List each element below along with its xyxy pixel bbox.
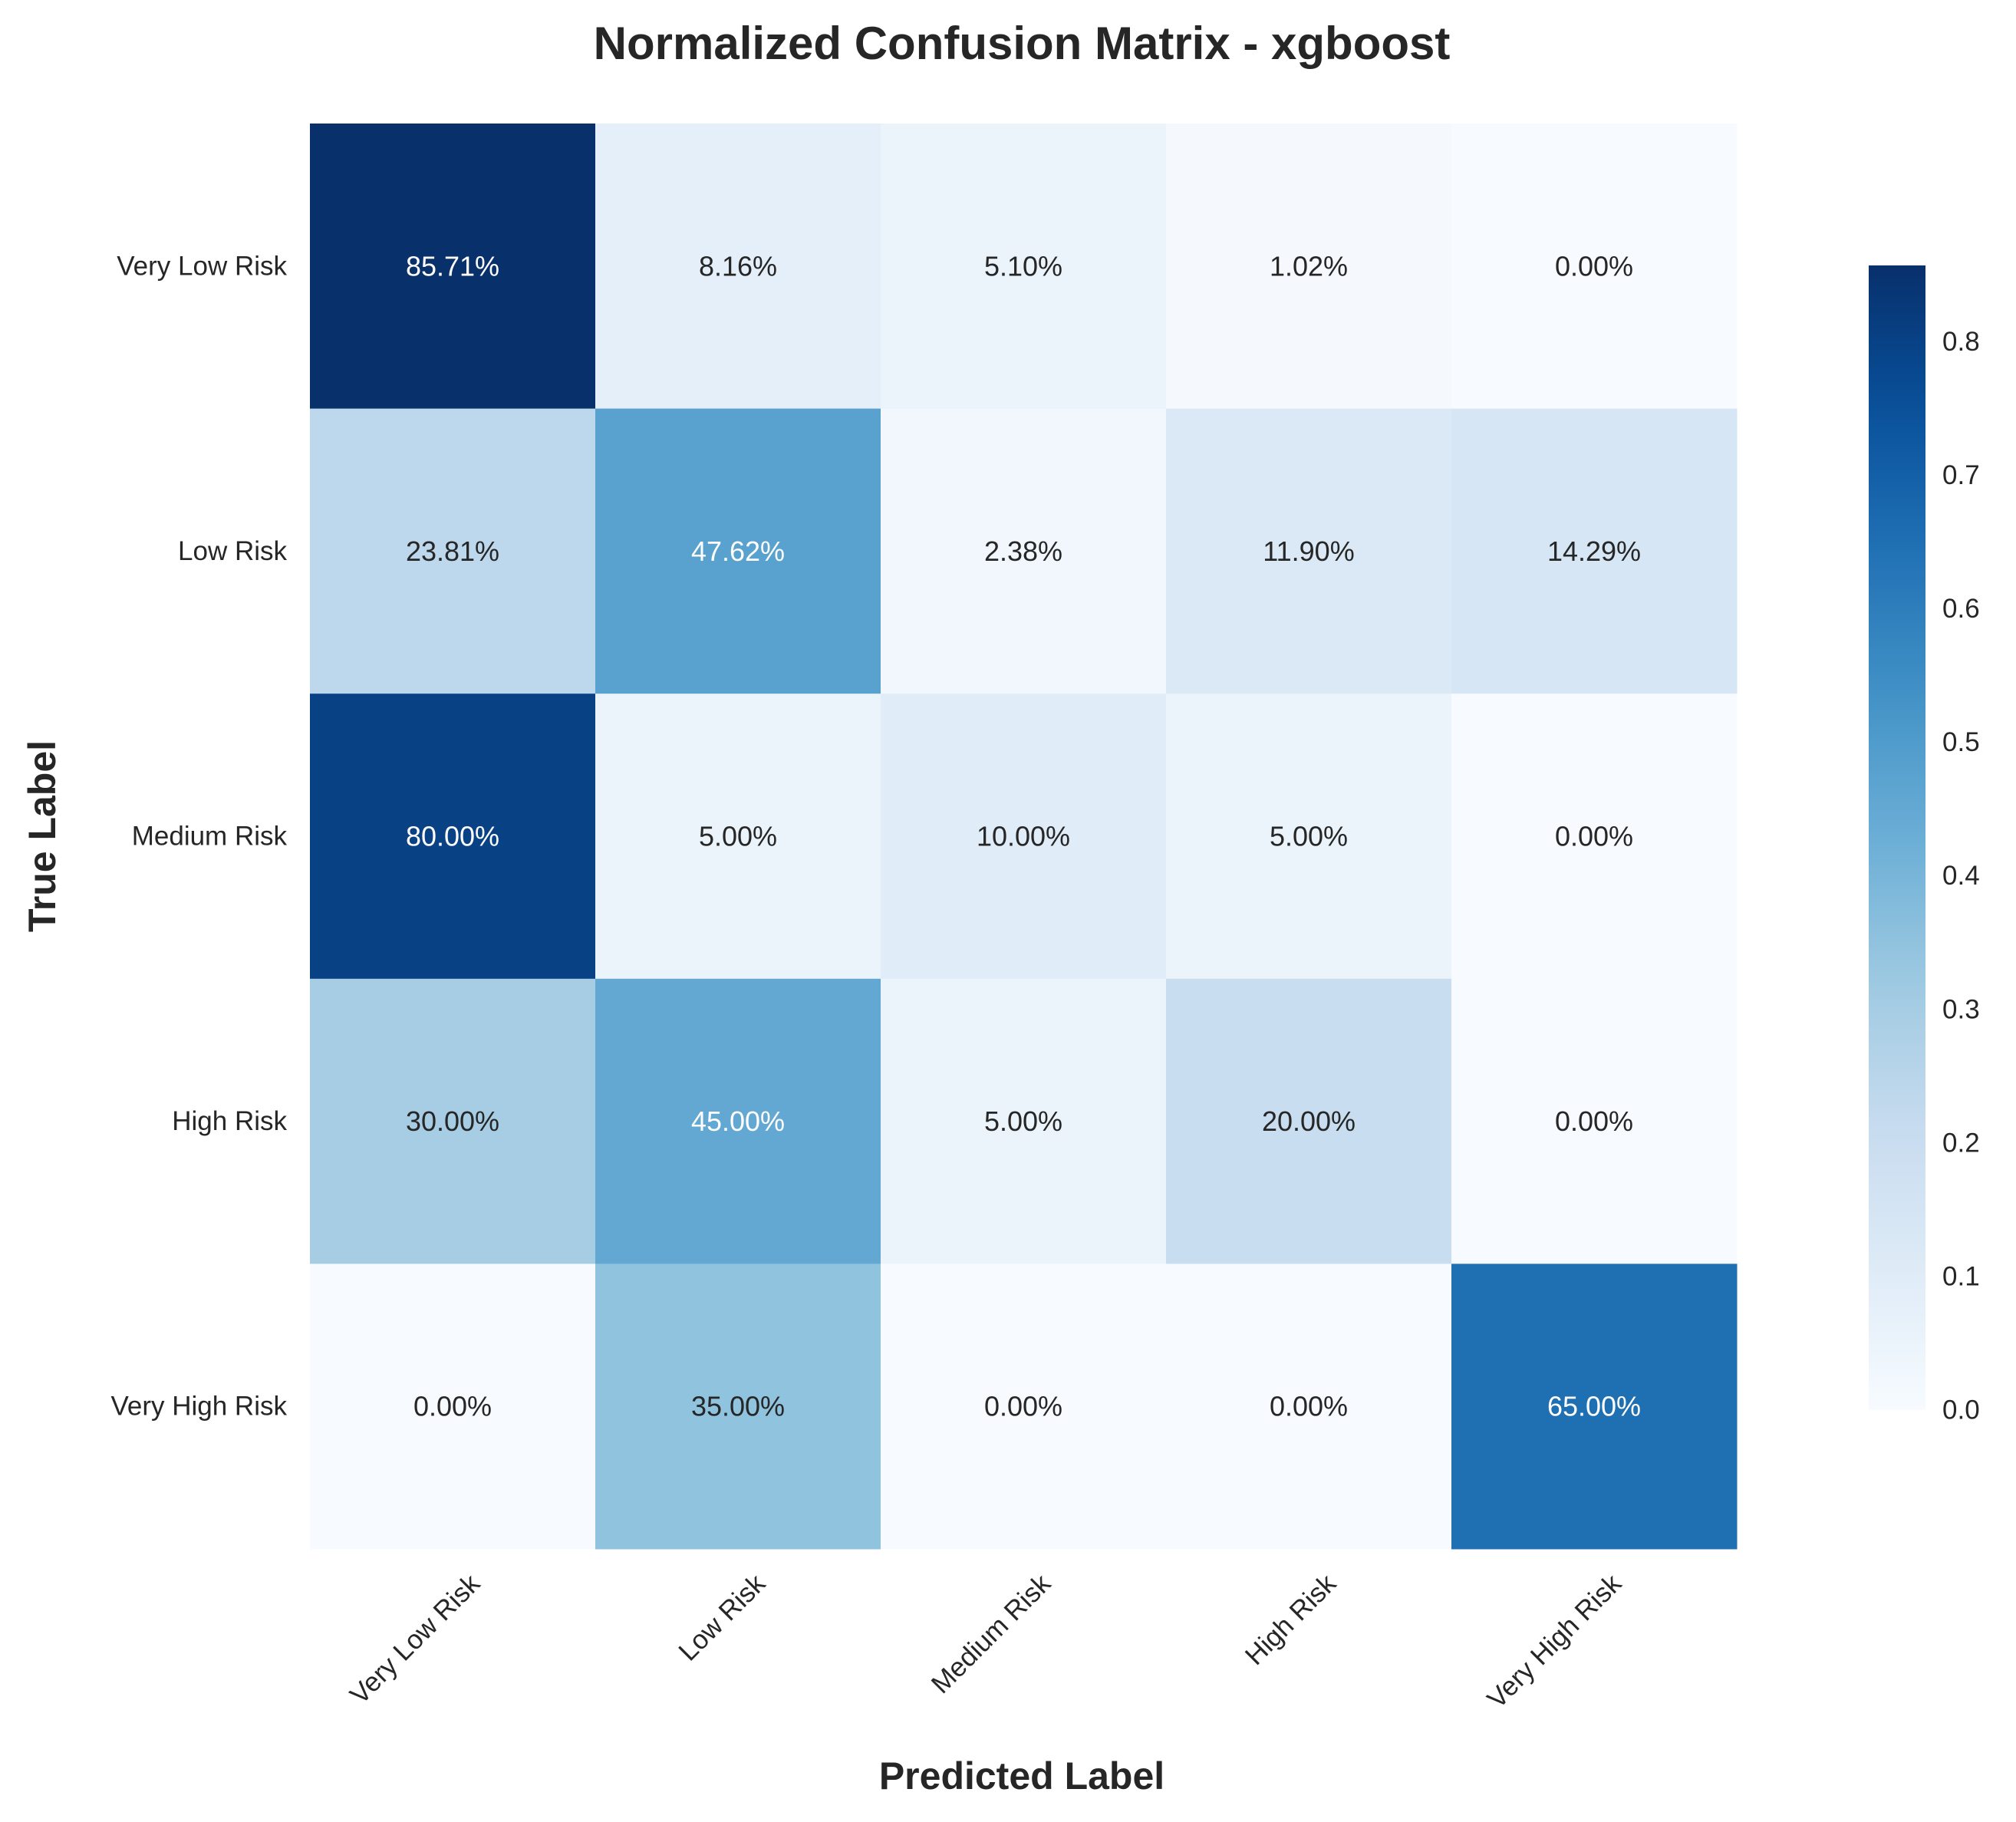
- cell-value-label: 23.81%: [406, 535, 499, 567]
- y-axis-title: True Label: [21, 740, 64, 932]
- heatmap-cell: [1451, 694, 1738, 980]
- cell-value-label: 80.00%: [406, 821, 499, 852]
- heatmap-cell: [1451, 408, 1738, 694]
- heatmap-cell: [1166, 124, 1452, 410]
- colorbar-tick-label: 0.4: [1942, 861, 1980, 891]
- heatmap-cell: [310, 408, 596, 694]
- cell-value-label: 14.29%: [1547, 535, 1641, 567]
- heatmap-cell: [881, 694, 1167, 980]
- colorbar: 0.0 0.1 0.2 0.3 0.4 0.5 0.6 0.7 0.8: [1869, 265, 1980, 1425]
- heatmap-cell: [310, 978, 596, 1264]
- y-tick-label: Medium Risk: [132, 822, 288, 852]
- heatmap-cell: [881, 408, 1167, 694]
- heatmap-cell: [1451, 124, 1738, 410]
- x-axis-title: Predicted Label: [879, 1754, 1164, 1797]
- heatmap-cell: [595, 1264, 881, 1550]
- heatmap-cell: [1166, 1264, 1452, 1550]
- heatmap-cell: [1451, 1264, 1738, 1550]
- heatmap-cell: [595, 408, 881, 694]
- cell-value-label: 47.62%: [691, 535, 785, 567]
- colorbar-tick-label: 0.5: [1942, 727, 1980, 757]
- y-tick-label: Very Low Risk: [117, 251, 287, 281]
- cell-value-label: 30.00%: [406, 1105, 499, 1137]
- x-tick-labels: Very Low Risk Low Risk Medium Risk High Ris…: [344, 1568, 1628, 1714]
- heatmap-cell: [881, 124, 1167, 410]
- heatmap-cell: [1166, 408, 1452, 694]
- colorbar-tick-label: 0.0: [1942, 1395, 1980, 1425]
- cell-value-label: 45.00%: [691, 1105, 785, 1137]
- x-tick-label: Very High Risk: [1481, 1568, 1627, 1714]
- cell-value-label: 85.71%: [406, 250, 499, 282]
- cell-value-label: 8.16%: [699, 250, 777, 282]
- heatmap-cell: [595, 124, 881, 410]
- cell-value-label: 0.00%: [984, 1391, 1062, 1422]
- cell-value-label: 65.00%: [1547, 1391, 1641, 1422]
- heatmap-cell: [310, 1264, 596, 1550]
- colorbar-tick-label: 0.7: [1942, 460, 1980, 490]
- y-tick-label: Very High Risk: [110, 1392, 287, 1422]
- cell-value-label: 20.00%: [1262, 1105, 1356, 1137]
- colorbar-tick-label: 0.3: [1942, 994, 1980, 1024]
- x-tick-label: High Risk: [1240, 1568, 1342, 1671]
- y-tick-label: High Risk: [172, 1106, 287, 1136]
- colorbar-gradient: [1869, 265, 1925, 1410]
- cell-value-label: 2.38%: [984, 535, 1062, 567]
- x-tick-label: Low Risk: [673, 1568, 771, 1666]
- heatmap-cell: [310, 124, 596, 410]
- cell-value-label: 0.00%: [413, 1391, 492, 1422]
- heatmap-cell: [310, 694, 596, 980]
- cell-value-label: 5.00%: [1270, 821, 1348, 852]
- cell-value-label: 0.00%: [1555, 1105, 1633, 1137]
- cell-value-label: 10.00%: [977, 821, 1070, 852]
- heatmap-cell: [595, 978, 881, 1264]
- x-tick-label: Very Low Risk: [344, 1568, 486, 1710]
- colorbar-tick-label: 0.8: [1942, 327, 1980, 357]
- heatmap-cell: [881, 1264, 1167, 1550]
- cell-value-label: 0.00%: [1270, 1391, 1348, 1422]
- heatmap-cell: [1166, 694, 1452, 980]
- chart-title: Normalized Confusion Matrix - xgboost: [594, 18, 1451, 69]
- heatmap-cell: [881, 978, 1167, 1264]
- cell-value-label: 0.00%: [1555, 250, 1633, 282]
- cell-value-label: 1.02%: [1270, 250, 1348, 282]
- cell-value-label: 5.00%: [699, 821, 777, 852]
- colorbar-tick-label: 0.6: [1942, 594, 1980, 624]
- colorbar-tick-label: 0.1: [1942, 1261, 1980, 1291]
- cell-value-label: 35.00%: [691, 1391, 785, 1422]
- heatmap-cells: 85.71% 8.16% 5.10% 1.02% 0.00% 23.81% 47.62% 2.…: [310, 124, 1738, 1550]
- cell-value-label: 5.00%: [984, 1105, 1062, 1137]
- x-tick-label: Medium Risk: [926, 1568, 1057, 1699]
- y-tick-labels: Very Low Risk Low Risk Medium Risk High Ris…: [110, 251, 287, 1421]
- cell-value-label: 0.00%: [1555, 821, 1633, 852]
- cell-value-label: 11.90%: [1263, 535, 1354, 567]
- colorbar-tick-label: 0.2: [1942, 1128, 1980, 1158]
- heatmap-cell: [595, 694, 881, 980]
- cell-value-label: 5.10%: [984, 250, 1062, 282]
- y-tick-label: Low Risk: [178, 536, 287, 566]
- heatmap-cell: [1166, 978, 1452, 1264]
- heatmap-cell: [1451, 978, 1738, 1264]
